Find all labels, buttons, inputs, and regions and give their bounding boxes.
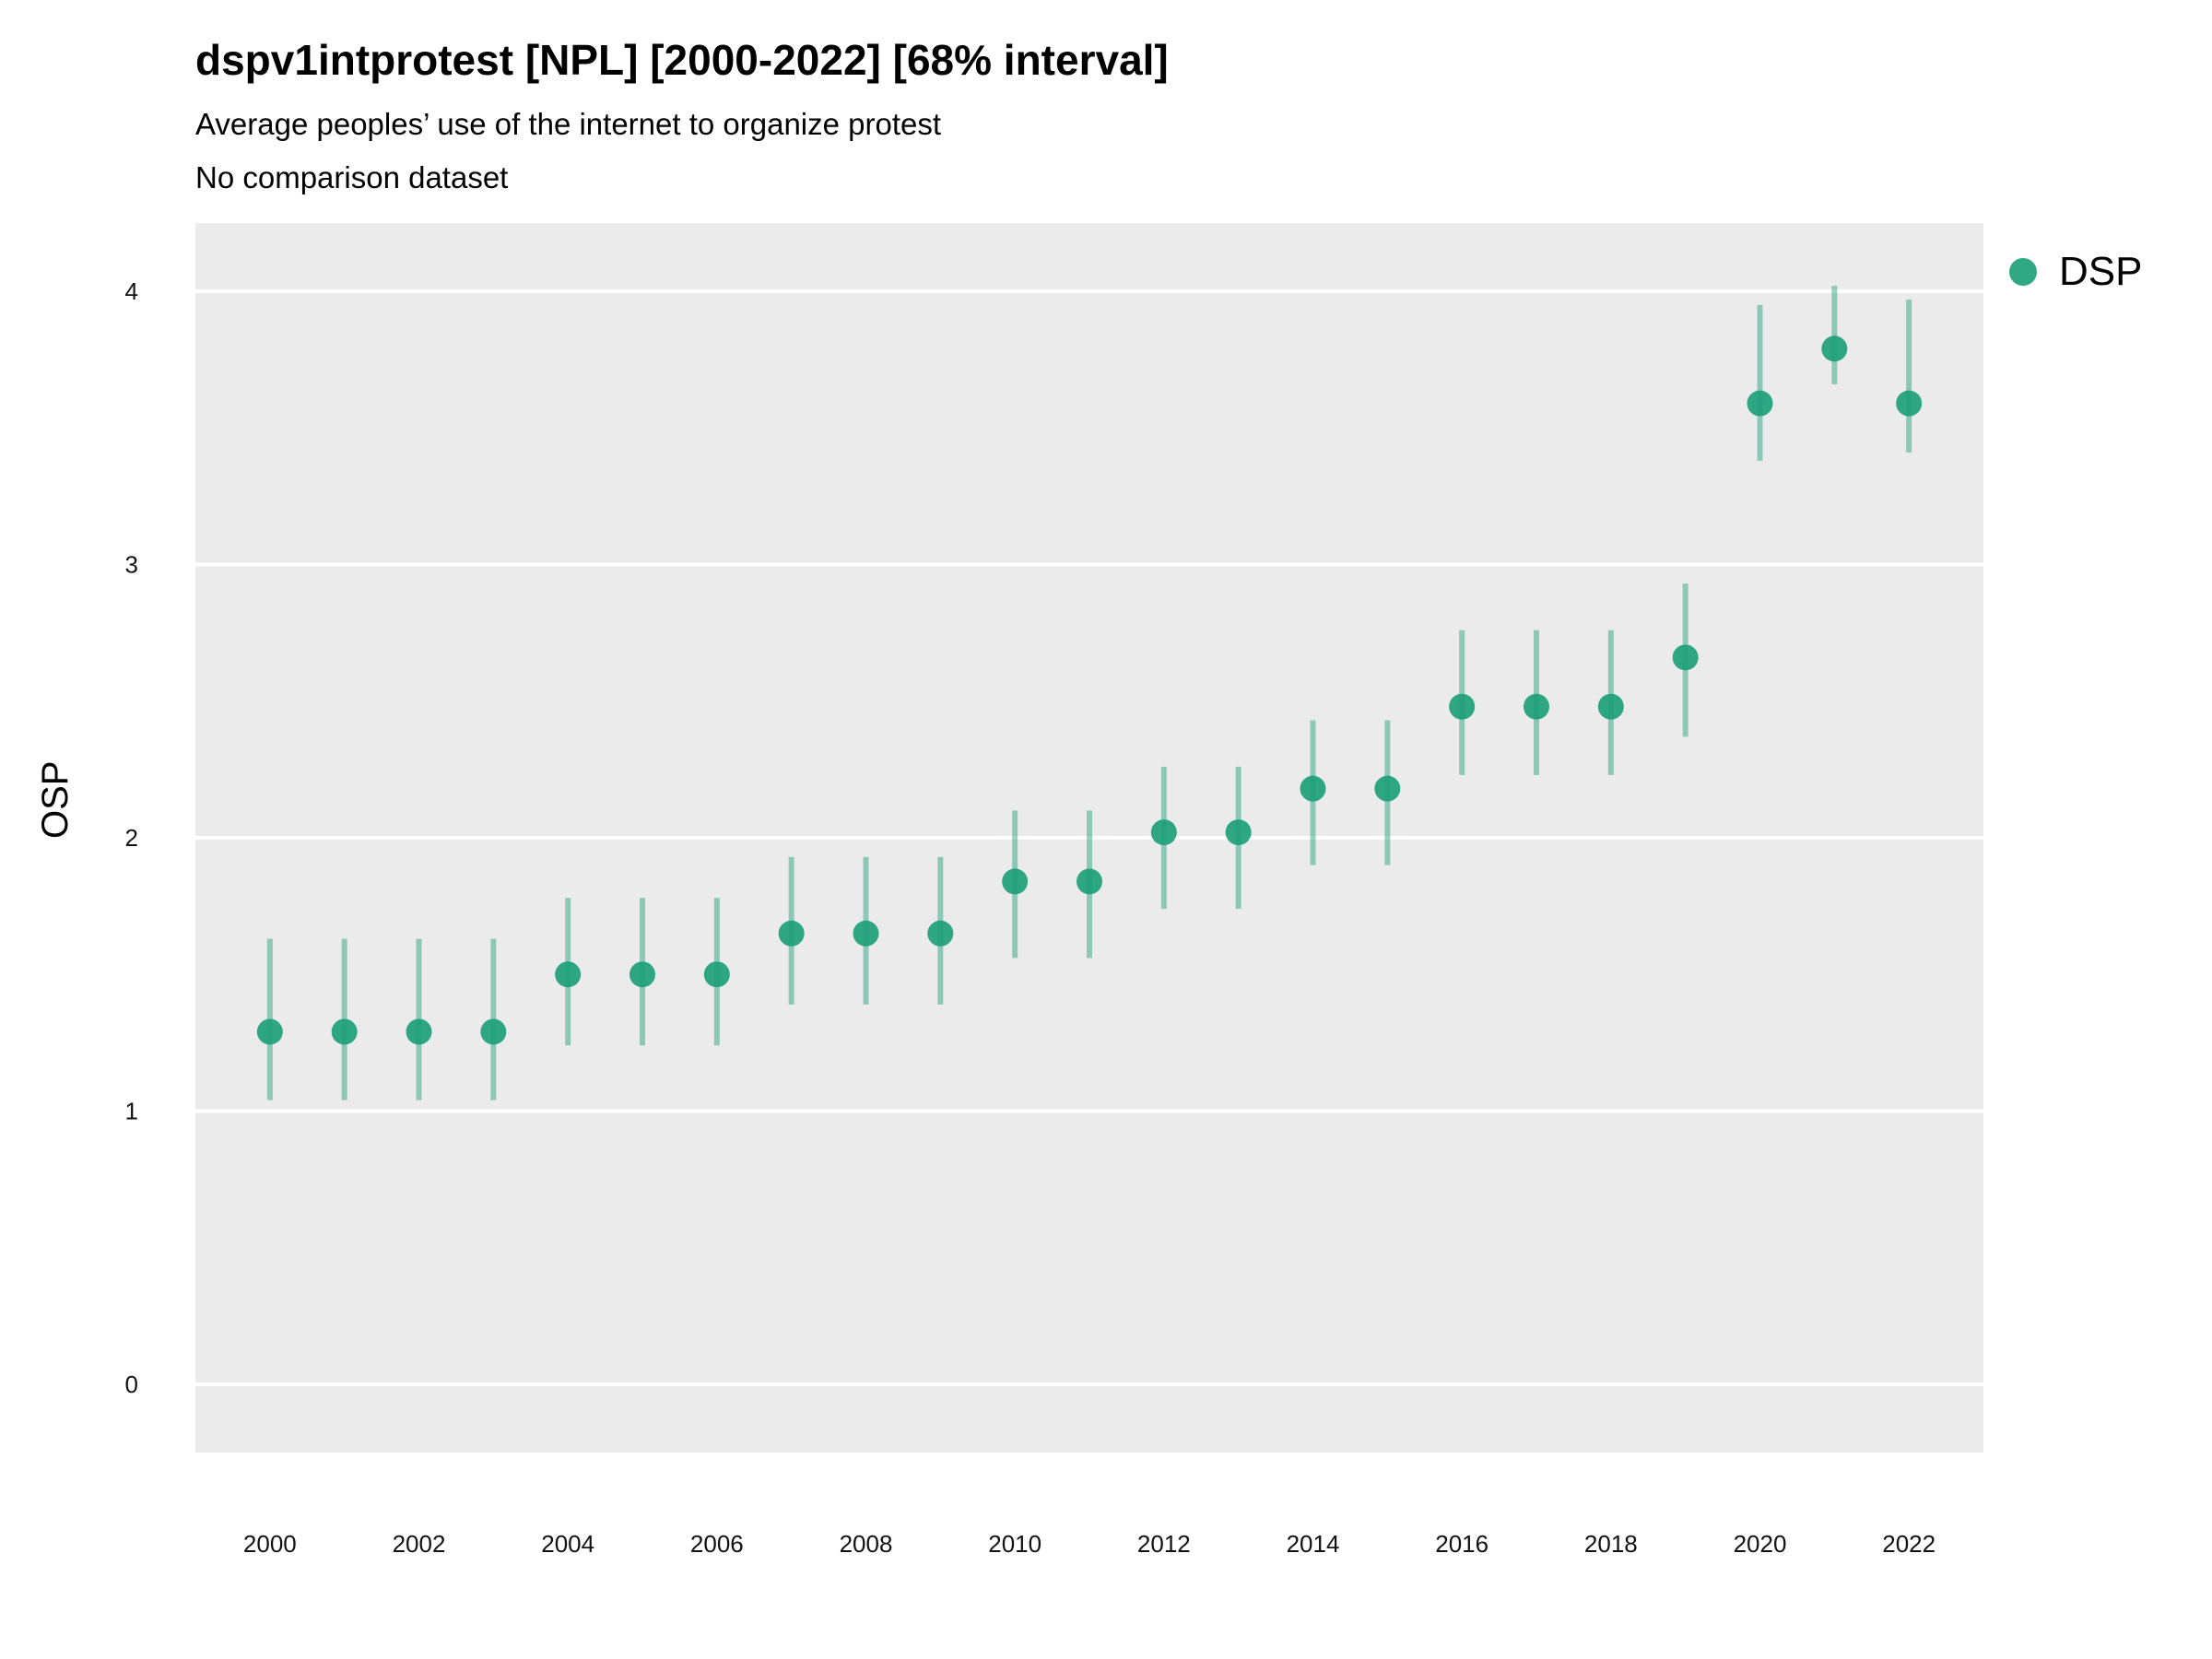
data-point — [1300, 775, 1326, 802]
data-point — [1821, 335, 1848, 362]
data-point — [1747, 390, 1773, 417]
chart-title: dspv1intprotest [NPL] [2000-2022] [68% i… — [195, 36, 1169, 84]
x-tick-label: 2012 — [1137, 1530, 1191, 1558]
data-point — [1597, 693, 1624, 720]
legend: DSP — [2009, 249, 2142, 295]
x-tick-label: 2022 — [1882, 1530, 1936, 1558]
data-point — [1225, 819, 1252, 846]
y-tick-label: 0 — [125, 1371, 138, 1398]
data-point — [1896, 390, 1923, 417]
data-point — [1150, 819, 1177, 846]
data-point — [629, 961, 655, 988]
x-tick-label: 2014 — [1287, 1530, 1340, 1558]
data-point — [480, 1018, 507, 1045]
data-point — [406, 1018, 432, 1045]
y-tick-label: 3 — [125, 551, 138, 579]
legend-marker — [2009, 258, 2037, 286]
x-tick-label: 2002 — [393, 1530, 446, 1558]
data-point — [1002, 868, 1029, 895]
x-tick-label: 2000 — [243, 1530, 297, 1558]
x-tick-label: 2018 — [1584, 1530, 1638, 1558]
y-tick-label: 1 — [125, 1097, 138, 1124]
x-tick-label: 2020 — [1734, 1530, 1787, 1558]
data-point — [853, 920, 879, 947]
data-point — [331, 1018, 358, 1045]
data-point — [1374, 775, 1401, 802]
chart-subtitle-comparison: No comparison dataset — [195, 160, 509, 194]
x-tick-label: 2004 — [541, 1530, 594, 1558]
x-tick-label: 2006 — [690, 1530, 744, 1558]
legend-label: DSP — [2059, 249, 2143, 294]
chart-subtitle: Average peoples’ use of the internet to … — [195, 107, 942, 141]
data-point — [1672, 644, 1699, 671]
data-point — [1449, 693, 1476, 720]
data-point — [1524, 693, 1549, 720]
x-tick-label: 2016 — [1435, 1530, 1488, 1558]
data-point — [778, 920, 805, 947]
y-tick-label: 4 — [125, 277, 138, 305]
data-point — [703, 961, 730, 988]
x-tick-label: 2010 — [988, 1530, 1041, 1558]
data-point — [555, 961, 582, 988]
x-tick-label: 2008 — [840, 1530, 893, 1558]
data-point — [1077, 868, 1102, 895]
data-point — [256, 1018, 283, 1045]
data-point — [927, 920, 954, 947]
y-tick-label: 2 — [125, 824, 138, 852]
